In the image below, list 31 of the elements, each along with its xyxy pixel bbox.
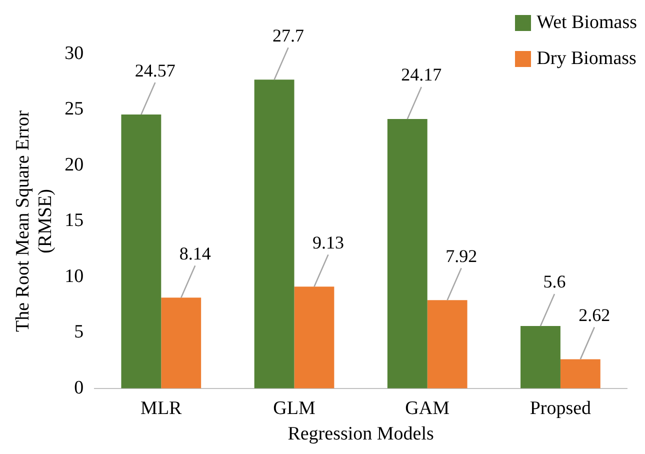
bar: [560, 359, 600, 388]
y-tick-label: 30: [64, 42, 84, 64]
x-tick-label: Propsed: [530, 398, 592, 419]
bar: [427, 300, 468, 388]
data-label: 9.13: [312, 232, 344, 252]
y-tick-label: 25: [64, 98, 84, 120]
bar: [520, 326, 560, 388]
bar: [161, 298, 202, 388]
x-axis-title: Regression Models: [288, 424, 434, 445]
y-tick-label: 10: [64, 266, 84, 287]
data-label: 24.57: [134, 60, 176, 80]
y-tick-label: 15: [64, 210, 84, 232]
legend-label: Dry Biomass: [536, 48, 636, 70]
data-label: 27.7: [272, 25, 304, 46]
data-label: 5.6: [543, 272, 566, 292]
data-label: 24.17: [401, 64, 442, 85]
bar: [294, 286, 334, 388]
x-tick-label: GAM: [405, 398, 450, 419]
x-tick-label: GLM: [273, 398, 316, 419]
bar: [254, 80, 294, 388]
bar: [121, 114, 162, 388]
y-tick-label: 0: [74, 377, 84, 398]
y-axis-title: The Root Mean Square Error (RMSE): [12, 110, 56, 332]
y-tick-label: 5: [74, 322, 84, 343]
data-label: 2.62: [578, 304, 610, 325]
data-label: 7.92: [446, 246, 478, 266]
x-tick-label: MLR: [140, 398, 182, 419]
bar: [387, 118, 428, 388]
legend-label: Wet Biomass: [536, 12, 637, 34]
data-label: 8.14: [179, 243, 211, 264]
y-tick-label: 20: [64, 154, 84, 176]
